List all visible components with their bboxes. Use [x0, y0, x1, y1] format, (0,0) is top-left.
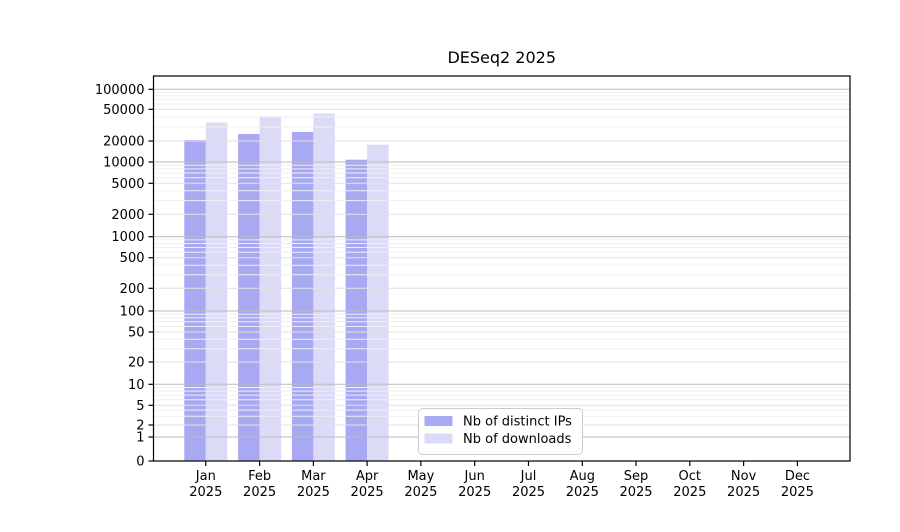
bars-layer	[184, 113, 389, 462]
y-tick-labels: 0 12 5 10 20 50 100 200 500 1000 2000 5000 10000 2000…	[95, 83, 145, 470]
y-tick-label: 5000	[111, 177, 144, 192]
y-tick-label: 1000	[111, 230, 144, 245]
x-tick-label-month: May	[407, 469, 434, 484]
axes-layer	[148, 75, 851, 466]
chart-legend: Nb of distinct IPs Nb of downloads	[418, 408, 583, 455]
y-tick-label: 100000	[95, 83, 145, 98]
x-tick-label-year: 2025	[673, 485, 706, 500]
x-tick-label-month: Sep	[624, 469, 649, 484]
x-tick-label-year: 2025	[404, 485, 437, 500]
x-tick-label-year: 2025	[727, 485, 760, 500]
bar-downloads-apr	[367, 144, 389, 461]
x-tick-label-month: Oct	[679, 469, 701, 484]
x-tick-label-month: Mar	[301, 469, 326, 484]
y-tick-label: 2000	[111, 208, 144, 223]
x-tick-label-year: 2025	[781, 485, 814, 500]
chart-svg: 0 12 5 10 20 50 100 200 500 1000 2000 5000 10000 2000…	[95, 48, 851, 500]
gridlines-layer	[153, 88, 850, 438]
download-stats-figure: 0 1 2 5 10 20 50 100 200 500 1000 2000 5000 10000 2000…	[40, 16, 900, 516]
x-tick-label-year: 2025	[189, 485, 222, 500]
plot-frame	[152, 75, 851, 462]
x-tick-label-month: Feb	[248, 469, 271, 484]
x-tick-label-month: Jan	[195, 469, 216, 484]
y-tick-label: 100	[120, 305, 145, 320]
x-tick-label-month: Aug	[570, 469, 595, 484]
y-tick-label: 2	[136, 419, 144, 434]
y-tick-label: 0	[136, 455, 144, 470]
legend-swatch-distinct-ips-icon	[424, 416, 453, 426]
bar-distinct-ips-apr	[345, 159, 368, 461]
y-tick-label: 10000	[103, 156, 144, 171]
y-tick-label: 20	[128, 356, 145, 371]
y-tick-label: 50000	[103, 103, 144, 118]
y-tick-label: 50	[128, 326, 145, 341]
x-tick-label-year: 2025	[566, 485, 599, 500]
x-tick-label-year: 2025	[619, 485, 652, 500]
y-tick-label: 10	[128, 378, 145, 393]
legend-swatch-downloads-icon	[424, 433, 453, 444]
x-tick-label-year: 2025	[458, 485, 491, 500]
bar-downloads-mar	[313, 113, 335, 461]
x-tick-label-month: Apr	[356, 469, 379, 484]
y-tick-label: 5	[136, 399, 144, 414]
legend-label-downloads: Nb of downloads	[463, 432, 572, 447]
x-tick-label-year: 2025	[297, 485, 330, 500]
x-tick-label-month: Jul	[520, 469, 537, 484]
y-tick-label: 1	[136, 431, 144, 446]
bar-distinct-ips-jan	[184, 140, 206, 461]
x-tick-label-month: Jun	[464, 469, 485, 484]
y-tick-label: 200	[120, 282, 145, 297]
y-tick-label: 500	[120, 251, 145, 266]
bar-distinct-ips-mar	[291, 131, 314, 461]
x-tick-label-month: Dec	[785, 469, 810, 484]
x-tick-label-year: 2025	[512, 485, 545, 500]
bar-distinct-ips-feb	[238, 134, 260, 461]
legend-label-distinct-ips: Nb of distinct IPs	[463, 415, 572, 430]
x-tick-labels: Jan2025Feb2025Mar2025Apr2025May2025Jun20…	[189, 469, 814, 500]
legend-box	[418, 408, 583, 455]
x-tick-label-year: 2025	[243, 485, 276, 500]
bar-downloads-jan	[205, 122, 228, 461]
x-tick-label-month: Nov	[731, 469, 757, 484]
chart-title: DESeq2 2025	[447, 48, 556, 67]
x-tick-label-year: 2025	[351, 485, 384, 500]
y-tick-label: 20000	[103, 135, 144, 150]
